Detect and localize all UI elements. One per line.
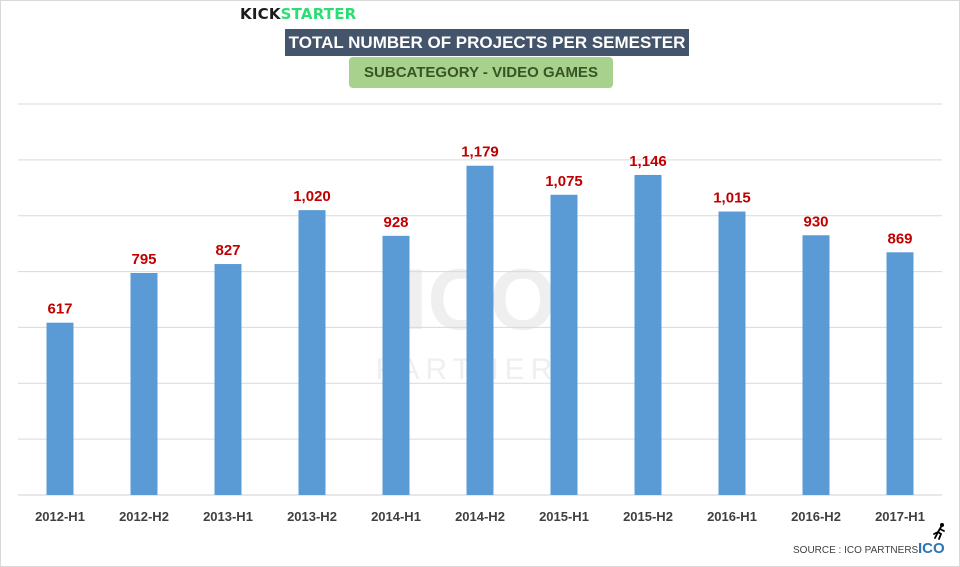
x-tick-label: 2012-H2: [119, 509, 169, 524]
bar-2014-H2: [466, 165, 494, 495]
x-tick-label: 2015-H1: [539, 509, 589, 524]
value-label: 1,179: [461, 144, 499, 161]
source-note: SOURCE : ICO PARTNERS: [793, 545, 919, 556]
bar-2014-H1: [382, 235, 410, 495]
x-tick-label: 2013-H1: [203, 509, 253, 524]
bar-2013-H2: [298, 210, 326, 495]
x-tick-label: 2012-H1: [35, 509, 85, 524]
bar-2012-H1: [46, 322, 74, 495]
x-tick-label: 2017-H1: [875, 509, 925, 524]
chart-title: TOTAL NUMBER OF PROJECTS PER SEMESTER: [285, 29, 689, 56]
bars: [46, 165, 914, 495]
x-tick-label: 2014-H1: [371, 509, 421, 524]
value-label: 869: [887, 230, 912, 247]
value-labels: 617 795 827 1,020 928 1,179 1,075 1,146 1,015 930…: [47, 144, 912, 318]
value-label: 928: [383, 214, 408, 231]
x-tick-labels: 2012-H1 2012-H2 2013-H1 2013-H2 2014-H1 2014-…: [35, 509, 925, 524]
bar-2016-H1: [718, 211, 746, 495]
chart-subtitle: SUBCATEGORY - VIDEO GAMES: [349, 57, 613, 88]
value-label: 617: [47, 301, 72, 318]
bar-2017-H1: [886, 252, 914, 495]
x-tick-label: 2015-H2: [623, 509, 673, 524]
brand-kick: KICK: [240, 5, 281, 23]
value-label: 1,020: [293, 188, 331, 205]
value-label: 1,146: [629, 153, 667, 170]
x-tick-label: 2016-H2: [791, 509, 841, 524]
bar-2015-H1: [550, 194, 578, 495]
bar-2016-H2: [802, 235, 830, 495]
value-label: 795: [131, 251, 156, 268]
bar-2012-H2: [130, 272, 158, 495]
value-label: 930: [803, 213, 828, 230]
bar-2013-H1: [214, 264, 242, 495]
x-tick-label: 2013-H2: [287, 509, 337, 524]
x-tick-label: 2016-H1: [707, 509, 757, 524]
bar-2015-H2: [634, 174, 662, 495]
x-tick-label: 2014-H2: [455, 509, 505, 524]
ico-logo: ICO: [918, 540, 945, 557]
kickstarter-logo: KICKSTARTER: [240, 5, 356, 23]
brand-starter: STARTER: [280, 5, 357, 23]
value-label: 1,075: [545, 173, 583, 190]
runner-icon: [933, 523, 945, 540]
value-label: 827: [215, 242, 240, 259]
value-label: 1,015: [713, 190, 751, 207]
